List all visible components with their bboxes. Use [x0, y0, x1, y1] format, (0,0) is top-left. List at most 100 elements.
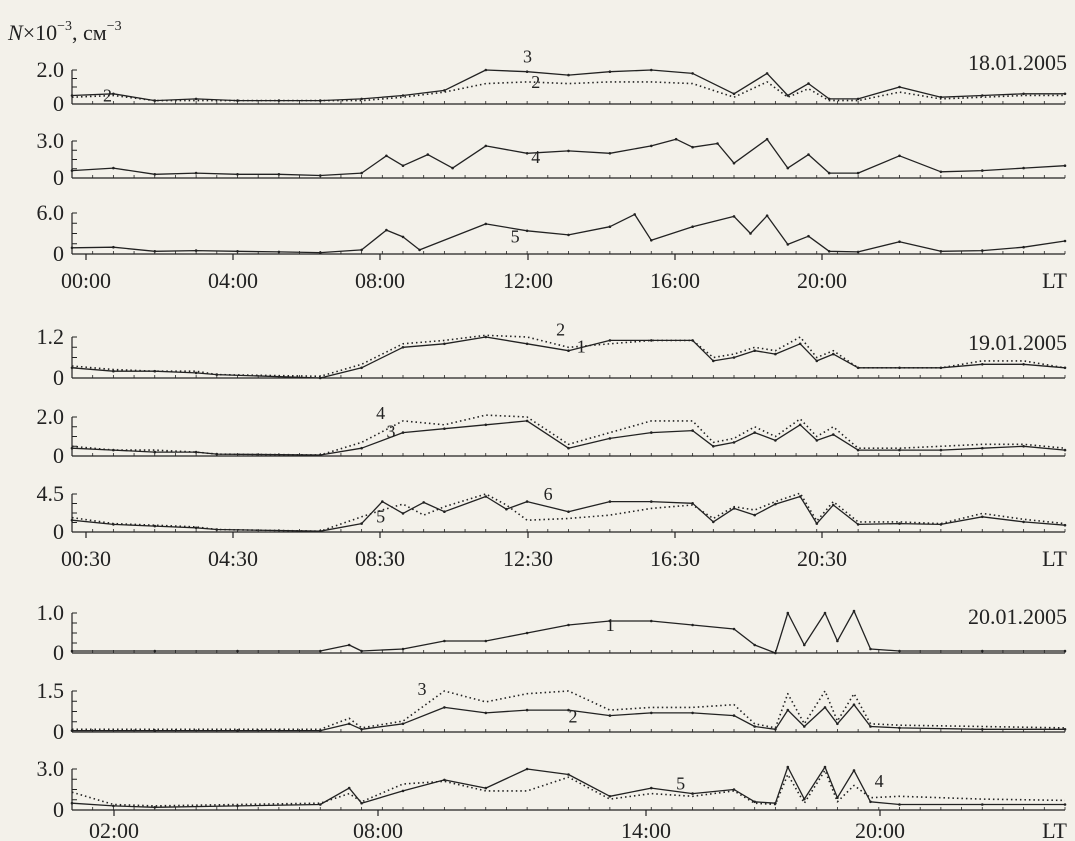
y-tick-label: 1.2	[37, 324, 65, 349]
series-point-6	[981, 516, 984, 519]
series-point-3	[774, 439, 777, 442]
series-point-2	[526, 709, 529, 712]
curve-label: 6	[544, 484, 553, 504]
series-point-3	[753, 431, 756, 434]
series-point-3	[691, 429, 694, 432]
series-point-2	[691, 712, 694, 715]
series-point-3	[567, 74, 570, 77]
series-point-3	[981, 447, 984, 450]
series-point-3	[1064, 93, 1067, 96]
series-point-5	[71, 247, 74, 250]
x-axis-label: LT	[1042, 818, 1067, 841]
series-point-5	[385, 229, 388, 232]
series-point-3	[195, 451, 198, 454]
series-point-2	[981, 728, 984, 731]
curve-label: 1	[577, 336, 586, 356]
y-tick-label: 0	[53, 365, 64, 390]
series-point-5	[733, 215, 736, 218]
y-axis-title-unit: , см	[72, 20, 107, 45]
series-point-5	[807, 235, 810, 238]
series-point-4	[650, 145, 653, 148]
series-point-1	[691, 624, 694, 627]
series-point-5	[981, 249, 984, 252]
series-point-1	[853, 610, 856, 613]
series-point-3	[195, 98, 198, 101]
series-point-3	[650, 431, 653, 434]
series-point-5	[898, 240, 901, 243]
series-point-1	[981, 363, 984, 366]
series-point-4	[236, 173, 239, 176]
series-point-2	[360, 728, 363, 731]
y-tick-label: 0	[53, 719, 64, 744]
series-point-1	[787, 612, 790, 615]
series-point-6	[526, 500, 529, 503]
series-point-1	[348, 644, 351, 647]
series-point-5	[112, 246, 115, 249]
series-point-1	[753, 644, 756, 647]
series-point-2	[485, 712, 488, 715]
series-point-1	[71, 650, 74, 653]
series-point-5	[567, 234, 570, 237]
series-point-5	[650, 787, 653, 790]
y-axis-title-n: N	[7, 20, 24, 45]
series-point-1	[898, 650, 901, 653]
series-point-4	[451, 167, 454, 170]
x-tick-label: 04:30	[208, 546, 258, 571]
y-tick-label: 3.0	[37, 756, 65, 781]
curve-label: 2	[531, 72, 540, 92]
series-point-3	[402, 431, 405, 434]
x-tick-label: 00:30	[61, 546, 111, 571]
series-point-1	[816, 360, 819, 363]
x-tick-label: 20:30	[797, 546, 847, 571]
series-point-5	[360, 802, 363, 805]
series-point-4	[567, 150, 570, 153]
series-point-1	[154, 650, 157, 653]
x-axis-label: LT	[1042, 546, 1067, 571]
series-point-5	[787, 243, 790, 246]
series-point-3	[691, 72, 694, 75]
series-point-3	[981, 94, 984, 97]
series-point-1	[485, 640, 488, 643]
panel-1: 1.001	[37, 600, 1067, 665]
charts-group: 18.01.20052.003223.0046.00500:00 04:00 08:…	[37, 46, 1068, 841]
y-tick-label: 0	[53, 165, 64, 190]
y-axis-title-unit-exp: −3	[107, 19, 122, 34]
series-point-6	[898, 522, 901, 525]
series-point-6	[505, 508, 508, 511]
series-point-4	[898, 155, 901, 158]
series-point-5	[869, 801, 872, 804]
series-point-4	[385, 155, 388, 158]
series-point-3	[1022, 445, 1025, 448]
series-point-5	[348, 787, 351, 790]
series-point-3	[816, 439, 819, 442]
series-line-5	[72, 767, 1065, 807]
series-point-4	[857, 172, 860, 175]
series-point-4	[828, 172, 831, 175]
series-point-2	[236, 729, 239, 732]
series-point-3	[154, 451, 157, 454]
series-point-6	[857, 523, 860, 526]
series-point-3	[360, 447, 363, 450]
series-point-5	[319, 803, 322, 806]
series-point-5	[828, 250, 831, 253]
series-point-1	[195, 372, 198, 375]
series-point-1	[236, 650, 239, 653]
series-point-6	[485, 495, 488, 498]
series-point-4	[940, 171, 943, 174]
series-line-3	[72, 421, 1065, 455]
series-point-1	[803, 644, 806, 647]
series-point-3	[733, 441, 736, 444]
panel-2: 3.0 0 4	[37, 128, 1067, 190]
series-line-6	[72, 497, 1065, 532]
series-point-3	[712, 445, 715, 448]
series-point-3	[485, 424, 488, 427]
x-tick-label: 20:00	[797, 268, 847, 293]
series-point-3	[609, 70, 612, 73]
series-point-5	[1064, 240, 1067, 243]
series-point-6	[402, 512, 405, 515]
series-point-6	[422, 501, 425, 504]
series-point-3	[940, 449, 943, 452]
series-point-1	[402, 648, 405, 651]
series-point-4	[427, 153, 430, 156]
